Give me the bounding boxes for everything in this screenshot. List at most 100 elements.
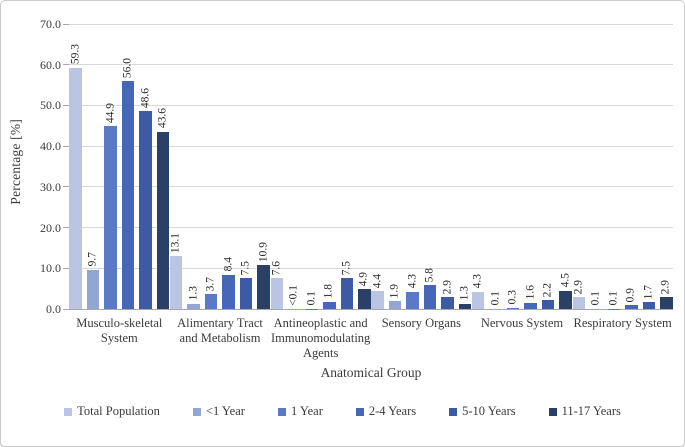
- y-axis-tick: [63, 227, 69, 229]
- bar-value-label: 0.1: [489, 291, 502, 306]
- bar-slot: 1.3: [459, 24, 472, 309]
- category-label: Respiratory System: [573, 316, 672, 330]
- bar-value-label: 0.9: [624, 287, 637, 303]
- y-tick-label: 30.0: [40, 179, 61, 194]
- bar-slot: 2.2: [542, 24, 555, 309]
- bar: [86, 269, 100, 309]
- bar: [104, 126, 117, 309]
- bar-value-label: 4.9: [357, 271, 370, 287]
- bar-slot: 48.6: [139, 24, 152, 309]
- bar-value-label: 2.9: [659, 279, 672, 295]
- bar: [406, 291, 419, 309]
- bar-slot: 1.6: [524, 24, 537, 309]
- bar-value-label: 0.1: [589, 291, 602, 306]
- legend-item: 2-4 Years: [355, 404, 417, 419]
- category-label: Sensory Organs: [381, 316, 461, 330]
- legend-item: 11-17 Years: [548, 404, 621, 419]
- bar-slot: 4.4: [371, 24, 384, 309]
- gridline: [69, 227, 673, 229]
- bar-value-label: 1.7: [642, 284, 655, 300]
- bar: [642, 302, 656, 309]
- bar-value-label: 2.9: [572, 279, 585, 295]
- bar-slot: 7.5: [240, 24, 253, 309]
- bar-slot: 3.7: [205, 24, 218, 309]
- bar: [541, 300, 555, 309]
- bar-value-label: 0.1: [305, 291, 318, 306]
- bar-value-label: 7.6: [270, 260, 283, 276]
- legend-item: 5-10 Years: [449, 404, 516, 419]
- legend-label: 2-4 Years: [368, 404, 417, 418]
- bar-slot: 1.7: [642, 24, 656, 309]
- bar: [423, 285, 437, 309]
- bar-value-label: 0.3: [506, 290, 519, 305]
- bar-slot: 1.3: [187, 24, 200, 309]
- y-axis-tick: [63, 104, 69, 106]
- bar-slot: 9.7: [87, 24, 100, 309]
- category-label: Antineoplastic and Immunomodulating Agen…: [271, 316, 371, 360]
- bar-value-label: 2.9: [441, 279, 454, 295]
- bar-value-label: 5.8: [423, 268, 436, 283]
- bar: [441, 297, 454, 309]
- bar-value-label: 2.2: [541, 282, 554, 298]
- category-label: Musculo-skeletal System: [76, 316, 163, 345]
- legend-swatch: [355, 407, 364, 416]
- bar: [121, 81, 135, 309]
- bar-value-label: 10.9: [257, 241, 270, 262]
- bar: [270, 278, 284, 309]
- bar: [222, 274, 235, 309]
- bar-value-label: 3.7: [204, 276, 217, 291]
- y-tick-label: 20.0: [40, 220, 61, 235]
- y-tick-label: 60.0: [40, 57, 61, 72]
- bar-group: 4.4 1.9 4.3 5.8 2.9 1.3: [371, 24, 472, 309]
- bar-value-label: 4.4: [371, 273, 384, 289]
- bar-slot: 8.4: [222, 24, 235, 309]
- legend-swatch: [548, 407, 557, 416]
- bar-value-label: 9.7: [86, 252, 99, 267]
- bar-value-label: 1.9: [388, 283, 401, 299]
- y-axis-tick: [63, 23, 69, 25]
- bar: [323, 301, 336, 309]
- gridline: [69, 64, 673, 66]
- bar-slot: 10.9: [257, 24, 270, 309]
- bar: [139, 111, 152, 309]
- bar-slot: 0.1: [590, 24, 603, 309]
- bar-slot: 4.5: [559, 24, 572, 309]
- bar-slot: 1.9: [389, 24, 402, 309]
- bar: [572, 297, 586, 309]
- bar: [204, 293, 218, 309]
- gridline: [69, 267, 673, 269]
- bar-value-label: 0.1: [607, 291, 620, 306]
- bar-slot: 2.9: [441, 24, 454, 309]
- bar: [524, 302, 537, 309]
- bar: [388, 301, 402, 309]
- bar-group: 59.3 9.7 44.9 56.0 48.6 43.6: [69, 24, 170, 309]
- bar: [660, 297, 673, 309]
- legend-swatch: [449, 407, 458, 416]
- bar: [340, 278, 354, 309]
- y-axis-tick: [63, 64, 69, 66]
- bar-value-label: 4.3: [471, 274, 484, 289]
- bar: [169, 255, 183, 309]
- bar-slot: 56.0: [122, 24, 135, 309]
- gridline: [69, 104, 673, 106]
- legend-label: <1 Year: [205, 404, 245, 418]
- y-axis-tick: [63, 145, 69, 147]
- bar-value-label: 56.0: [121, 57, 134, 78]
- bar-group: 4.3 0.1 0.3 1.6 2.2 4.5: [472, 24, 573, 309]
- y-tick-label: 40.0: [40, 139, 61, 154]
- y-tick-label: 10.0: [40, 261, 61, 276]
- bar-slot: 0.1: [305, 24, 319, 309]
- bar-slot: 0.1: [607, 24, 621, 309]
- bar: [69, 67, 82, 309]
- legend-label: Total Population: [77, 404, 160, 418]
- bar-value-label: 13.1: [169, 232, 182, 253]
- bar-slot: 4.9: [358, 24, 371, 309]
- bar-value-label: 1.3: [458, 286, 471, 301]
- y-axis-tick: [63, 267, 69, 269]
- bar-slot: 2.9: [572, 24, 586, 309]
- bar: [471, 291, 485, 309]
- gridline: [69, 145, 673, 147]
- y-tick-label: 0.0: [46, 302, 61, 316]
- legend-item: <1 Year: [192, 404, 245, 419]
- bar-slot: 0.1: [489, 24, 502, 309]
